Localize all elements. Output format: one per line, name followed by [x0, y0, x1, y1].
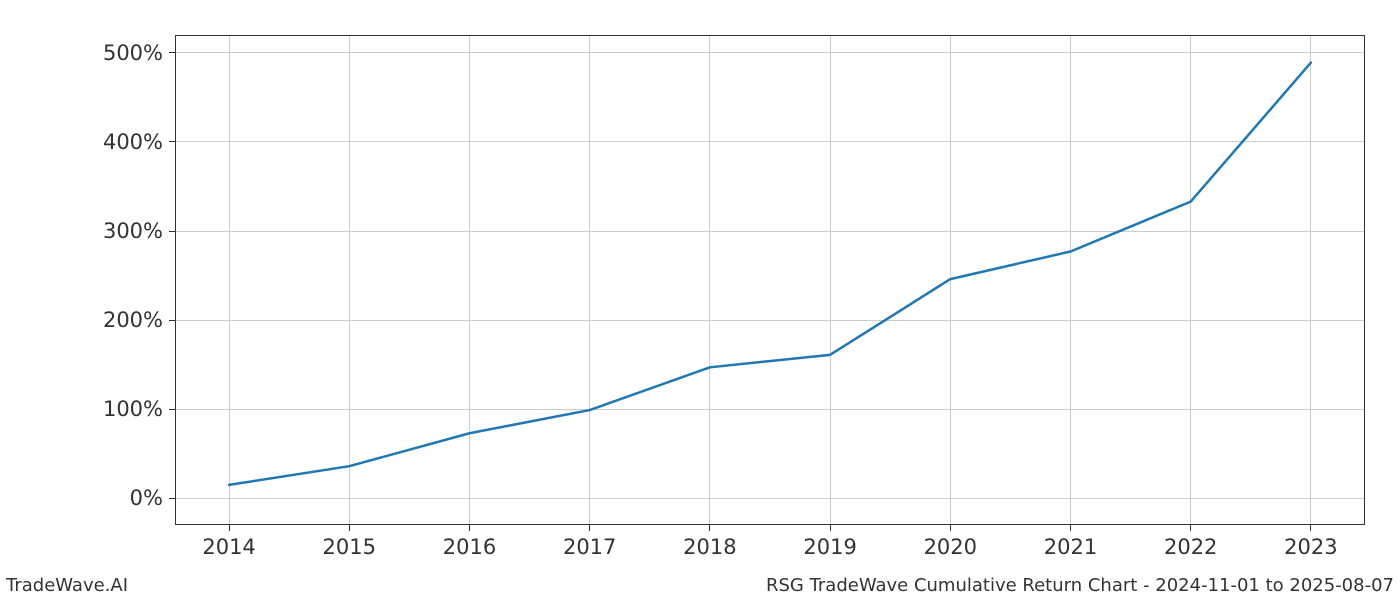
x-tick-mark	[1310, 525, 1311, 531]
x-tick-label: 2018	[683, 535, 736, 559]
x-tick-mark	[589, 525, 590, 531]
footer-left-text: TradeWave.AI	[6, 575, 128, 596]
x-tick-mark	[830, 525, 831, 531]
x-tick-mark	[1070, 525, 1071, 531]
line-series-svg	[175, 35, 1365, 525]
x-tick-label: 2016	[443, 535, 496, 559]
y-tick-label: 300%	[0, 219, 163, 243]
y-tick-label: 400%	[0, 130, 163, 154]
y-tick-label: 500%	[0, 41, 163, 65]
x-tick-mark	[950, 525, 951, 531]
y-tick-label: 200%	[0, 308, 163, 332]
x-tick-label: 2015	[323, 535, 376, 559]
x-tick-label: 2022	[1164, 535, 1217, 559]
x-tick-mark	[709, 525, 710, 531]
x-tick-mark	[349, 525, 350, 531]
y-tick-label: 0%	[0, 486, 163, 510]
y-tick-label: 100%	[0, 397, 163, 421]
x-tick-label: 2021	[1044, 535, 1097, 559]
cumulative-return-line	[229, 63, 1311, 485]
chart-container: { "chart": { "type": "line", "width_px":…	[0, 0, 1400, 600]
x-tick-label: 2020	[924, 535, 977, 559]
x-tick-label: 2014	[202, 535, 255, 559]
x-tick-mark	[229, 525, 230, 531]
x-tick-label: 2023	[1284, 535, 1337, 559]
footer-right-text: RSG TradeWave Cumulative Return Chart - …	[766, 575, 1394, 596]
x-tick-label: 2017	[563, 535, 616, 559]
x-tick-mark	[1190, 525, 1191, 531]
x-tick-label: 2019	[803, 535, 856, 559]
x-tick-mark	[469, 525, 470, 531]
plot-area: 2014201520162017201820192020202120222023…	[175, 35, 1365, 525]
